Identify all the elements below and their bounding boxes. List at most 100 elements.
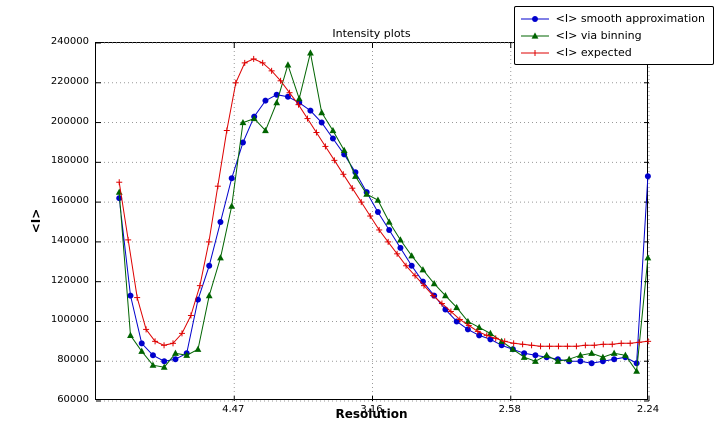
circle-marker bbox=[149, 352, 156, 359]
triangle-marker bbox=[329, 126, 337, 134]
series-markers-1 bbox=[115, 49, 652, 374]
chart-title: Intensity plots bbox=[332, 27, 411, 40]
circle-marker bbox=[262, 97, 269, 104]
x-tick-label: 3.16 bbox=[360, 404, 383, 415]
circle-marker bbox=[161, 358, 168, 365]
triangle-marker bbox=[385, 218, 393, 225]
plus-marker bbox=[277, 77, 284, 84]
triangle-marker bbox=[205, 291, 213, 299]
circle-marker bbox=[307, 107, 314, 114]
triangle-marker bbox=[160, 363, 168, 370]
legend-label: <I> smooth approximation bbox=[555, 12, 705, 25]
triangle-marker bbox=[183, 351, 191, 358]
plus-marker bbox=[645, 338, 652, 345]
triangle-marker bbox=[408, 252, 416, 259]
plus-marker bbox=[609, 341, 616, 348]
triangle-marker bbox=[295, 95, 303, 102]
legend-triangle-sample bbox=[520, 31, 549, 39]
x-tick-label: 2.58 bbox=[498, 404, 521, 415]
plus-marker bbox=[196, 282, 203, 289]
plus-marker bbox=[600, 341, 607, 348]
triangle-marker bbox=[307, 49, 314, 56]
plus-marker bbox=[519, 341, 526, 348]
triangle-marker bbox=[115, 188, 123, 195]
plus-marker bbox=[340, 171, 347, 178]
triangle-marker bbox=[509, 345, 517, 352]
triangle-marker bbox=[374, 196, 382, 203]
circle-marker bbox=[386, 226, 393, 233]
plus-marker bbox=[421, 282, 428, 289]
triangle-marker bbox=[610, 349, 618, 356]
plus-marker bbox=[313, 129, 320, 136]
plus-marker bbox=[483, 332, 490, 339]
triangle-marker bbox=[430, 280, 438, 287]
circle-marker bbox=[127, 292, 134, 299]
plus-marker bbox=[531, 49, 538, 56]
circle-marker bbox=[138, 340, 145, 347]
plus-marker bbox=[528, 342, 535, 349]
plus-marker bbox=[492, 335, 499, 342]
plus-marker bbox=[268, 67, 275, 74]
series-markers-2 bbox=[116, 55, 652, 350]
plus-marker bbox=[286, 89, 293, 96]
series-line-0 bbox=[118, 94, 649, 365]
circle-marker bbox=[397, 244, 404, 251]
x-axis-label: Resolution bbox=[335, 407, 408, 421]
triangle-marker bbox=[217, 254, 224, 261]
series-line-1 bbox=[118, 52, 649, 373]
circle-marker bbox=[588, 360, 595, 367]
plus-marker bbox=[429, 292, 436, 299]
plus-marker bbox=[187, 312, 194, 319]
triangle-marker bbox=[442, 291, 449, 299]
plus-marker bbox=[555, 343, 562, 350]
triangle-marker bbox=[273, 99, 281, 106]
plus-marker bbox=[456, 316, 463, 323]
plus-marker bbox=[474, 328, 481, 335]
circle-marker bbox=[239, 139, 246, 146]
circle-marker bbox=[464, 326, 471, 333]
plus-marker bbox=[546, 343, 553, 350]
x-tick-label: 4.47 bbox=[222, 404, 245, 415]
triangle-marker bbox=[352, 172, 359, 179]
plus-marker bbox=[358, 199, 365, 206]
plus-marker bbox=[573, 343, 580, 350]
plus-marker bbox=[152, 338, 159, 345]
circle-marker bbox=[217, 219, 224, 225]
plus-marker bbox=[241, 59, 248, 66]
plus-marker bbox=[447, 308, 454, 315]
y-tick-label: 240000 bbox=[50, 36, 89, 47]
triangle-marker bbox=[453, 303, 461, 311]
legend-item: <I> via binning bbox=[520, 28, 705, 43]
plus-marker bbox=[394, 250, 401, 257]
triangle-marker bbox=[531, 31, 539, 39]
plus-marker bbox=[232, 79, 239, 86]
y-tick-label: 140000 bbox=[50, 234, 89, 246]
plus-marker bbox=[582, 342, 589, 349]
plus-marker bbox=[205, 238, 212, 245]
circle-marker bbox=[633, 360, 640, 367]
plus-marker bbox=[412, 272, 419, 279]
y-tick-label: 100000 bbox=[50, 314, 89, 326]
triangle-marker bbox=[127, 331, 134, 338]
triangle-marker bbox=[599, 353, 607, 360]
plus-marker bbox=[125, 236, 132, 243]
plus-marker bbox=[331, 157, 338, 164]
plus-marker bbox=[250, 55, 257, 62]
y-tick-label: 200000 bbox=[50, 115, 89, 127]
triangle-marker bbox=[239, 118, 247, 126]
triangle-marker bbox=[363, 190, 371, 197]
plus-marker bbox=[376, 226, 383, 233]
triangle-marker bbox=[543, 351, 551, 358]
plus-marker bbox=[223, 127, 230, 134]
plus-marker bbox=[170, 340, 177, 347]
triangle-marker bbox=[138, 347, 146, 354]
triangle-marker bbox=[397, 236, 404, 243]
circle-marker bbox=[408, 262, 415, 269]
plus-marker bbox=[349, 185, 356, 192]
plus-marker bbox=[537, 343, 544, 350]
plus-marker bbox=[214, 183, 221, 190]
y-tick-label: 160000 bbox=[50, 195, 89, 207]
circle-marker bbox=[611, 356, 618, 363]
plus-marker bbox=[465, 322, 472, 329]
